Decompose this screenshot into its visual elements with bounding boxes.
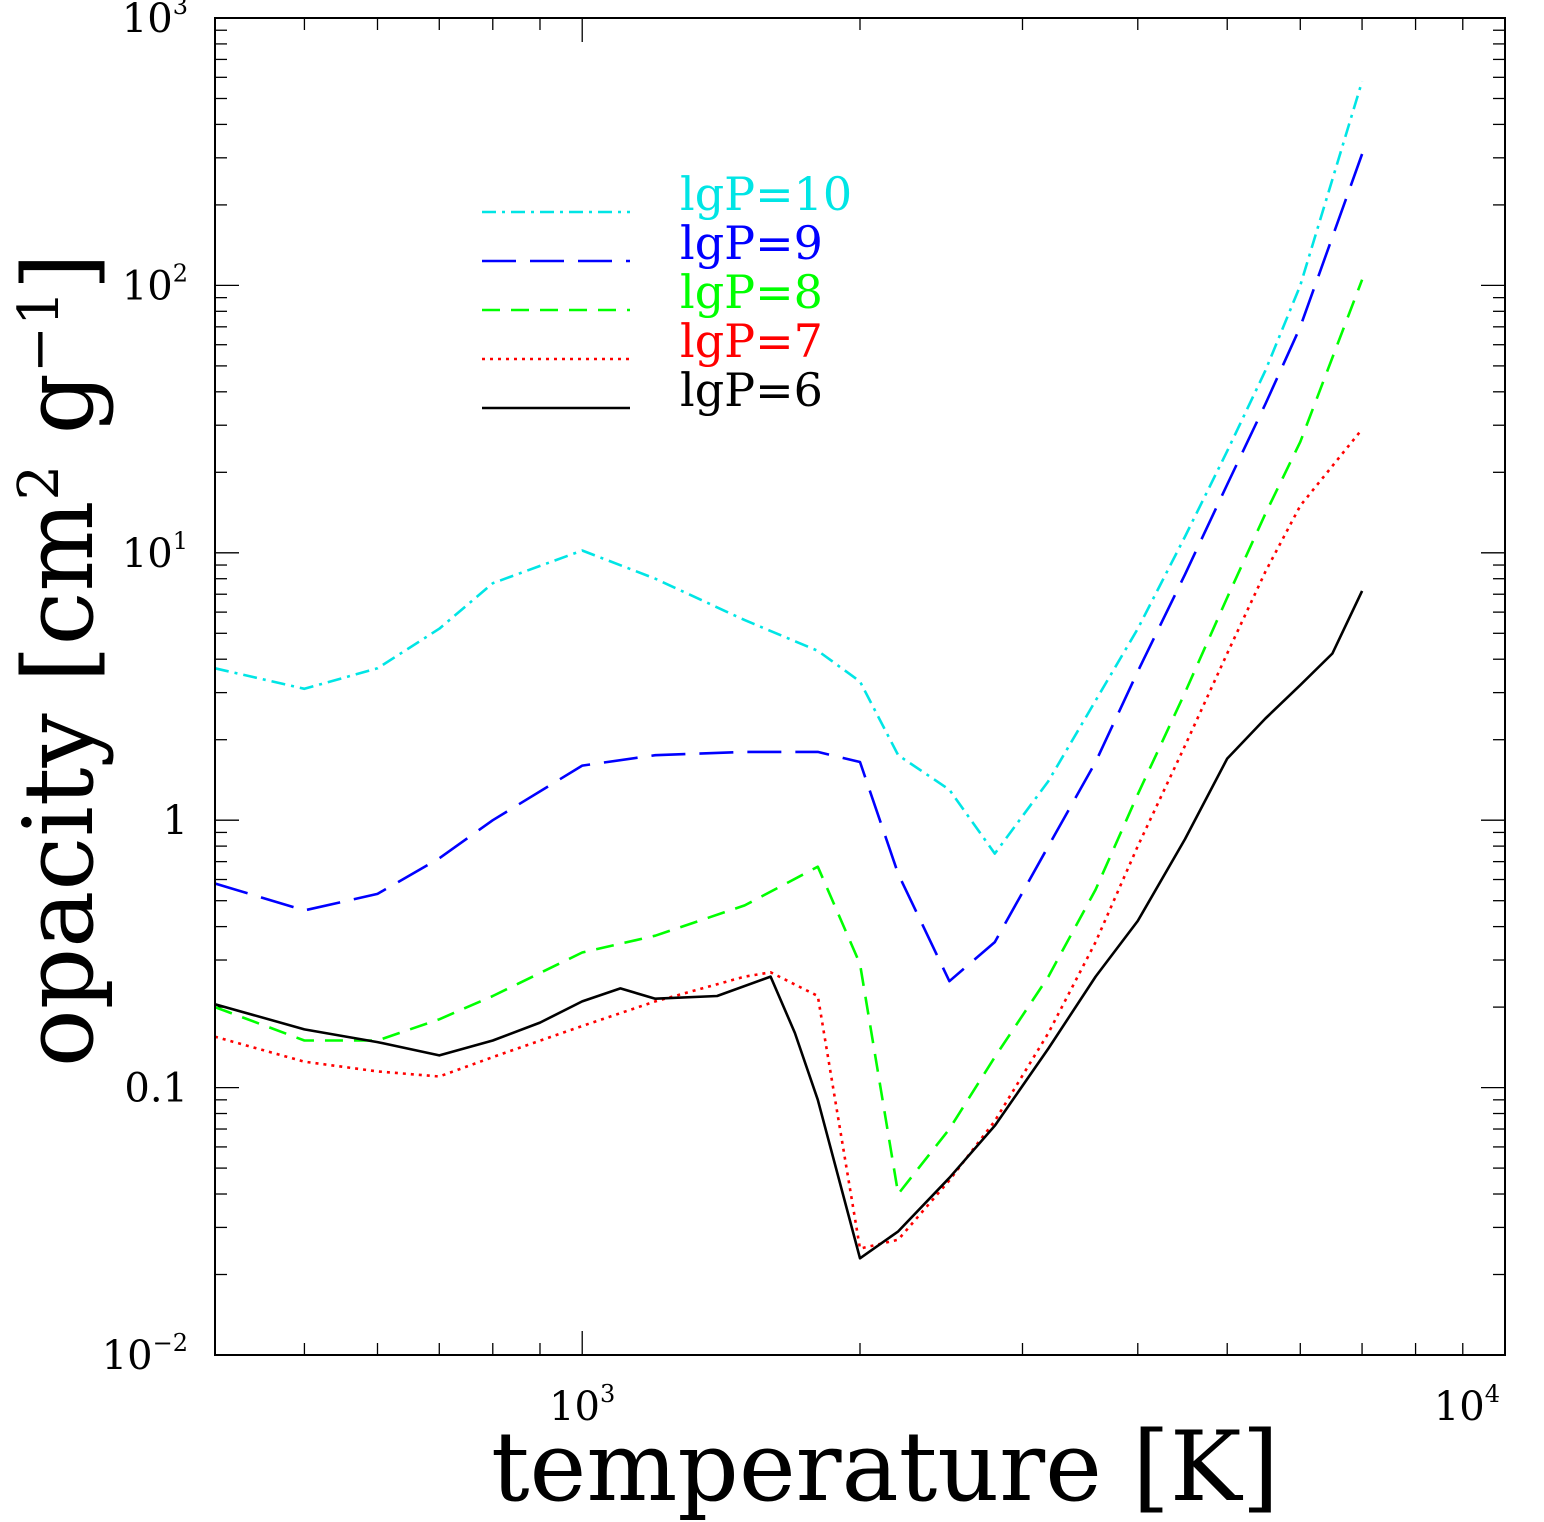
legend-label: lgP=6 bbox=[680, 363, 823, 417]
y-tick-label-exponent: 1 bbox=[173, 527, 188, 555]
x-tick-label: 103 bbox=[549, 1380, 615, 1430]
x-tick-label: 104 bbox=[1434, 1380, 1500, 1430]
series-layer bbox=[214, 80, 1364, 1260]
legend-label: lgP=7 bbox=[680, 314, 823, 368]
y-axis-label: opacity [cm2 g−1] bbox=[3, 253, 115, 1067]
x-tick-label-exponent: 3 bbox=[600, 1380, 615, 1408]
y-axis-label-sup2: −1 bbox=[7, 290, 72, 373]
y-tick-label-exponent: 2 bbox=[173, 259, 188, 287]
y-tick-label-exponent: −2 bbox=[153, 1329, 188, 1357]
plot-frame bbox=[214, 17, 1506, 1356]
y-tick-label-base: 10 bbox=[122, 263, 173, 309]
y-tick-label: 101 bbox=[122, 527, 188, 577]
y-tick-label: 0.1 bbox=[124, 1066, 188, 1112]
y-axis-label-mid: g bbox=[3, 373, 115, 465]
legend-label: lgP=10 bbox=[680, 167, 852, 221]
series-line-lgp-7 bbox=[214, 428, 1364, 1250]
y-tick-label-base: 10 bbox=[102, 1333, 153, 1379]
y-tick-label-base: 0.1 bbox=[124, 1066, 188, 1112]
x-tick-label-base: 10 bbox=[549, 1384, 600, 1430]
y-tick-label-exponent: 3 bbox=[173, 0, 188, 20]
legend-label: lgP=8 bbox=[680, 265, 823, 319]
series-line-lgp-10 bbox=[214, 80, 1364, 855]
series-line-lgp-6 bbox=[214, 590, 1364, 1260]
y-tick-label: 1 bbox=[163, 798, 188, 844]
ticks-layer bbox=[214, 17, 1506, 1356]
series-line-lgp-9 bbox=[214, 153, 1364, 983]
series-line-lgp-8 bbox=[214, 279, 1364, 1196]
x-axis-label: temperature [K] bbox=[491, 1411, 1279, 1522]
x-tick-label-exponent: 4 bbox=[1485, 1380, 1500, 1408]
y-axis-label-main: opacity [cm bbox=[3, 501, 115, 1068]
y-tick-label-base: 1 bbox=[163, 798, 188, 844]
y-tick-label: 103 bbox=[122, 0, 188, 42]
y-tick-label-base: 10 bbox=[122, 531, 173, 577]
legend-label: lgP=9 bbox=[680, 216, 823, 270]
y-axis-label-end: ] bbox=[3, 253, 115, 290]
x-tick-label-base: 10 bbox=[1434, 1384, 1485, 1430]
y-tick-label-base: 10 bbox=[122, 0, 173, 42]
y-tick-label: 10−2 bbox=[102, 1329, 188, 1379]
y-axis-label-sup1: 2 bbox=[7, 465, 72, 501]
y-tick-label: 102 bbox=[122, 259, 188, 309]
